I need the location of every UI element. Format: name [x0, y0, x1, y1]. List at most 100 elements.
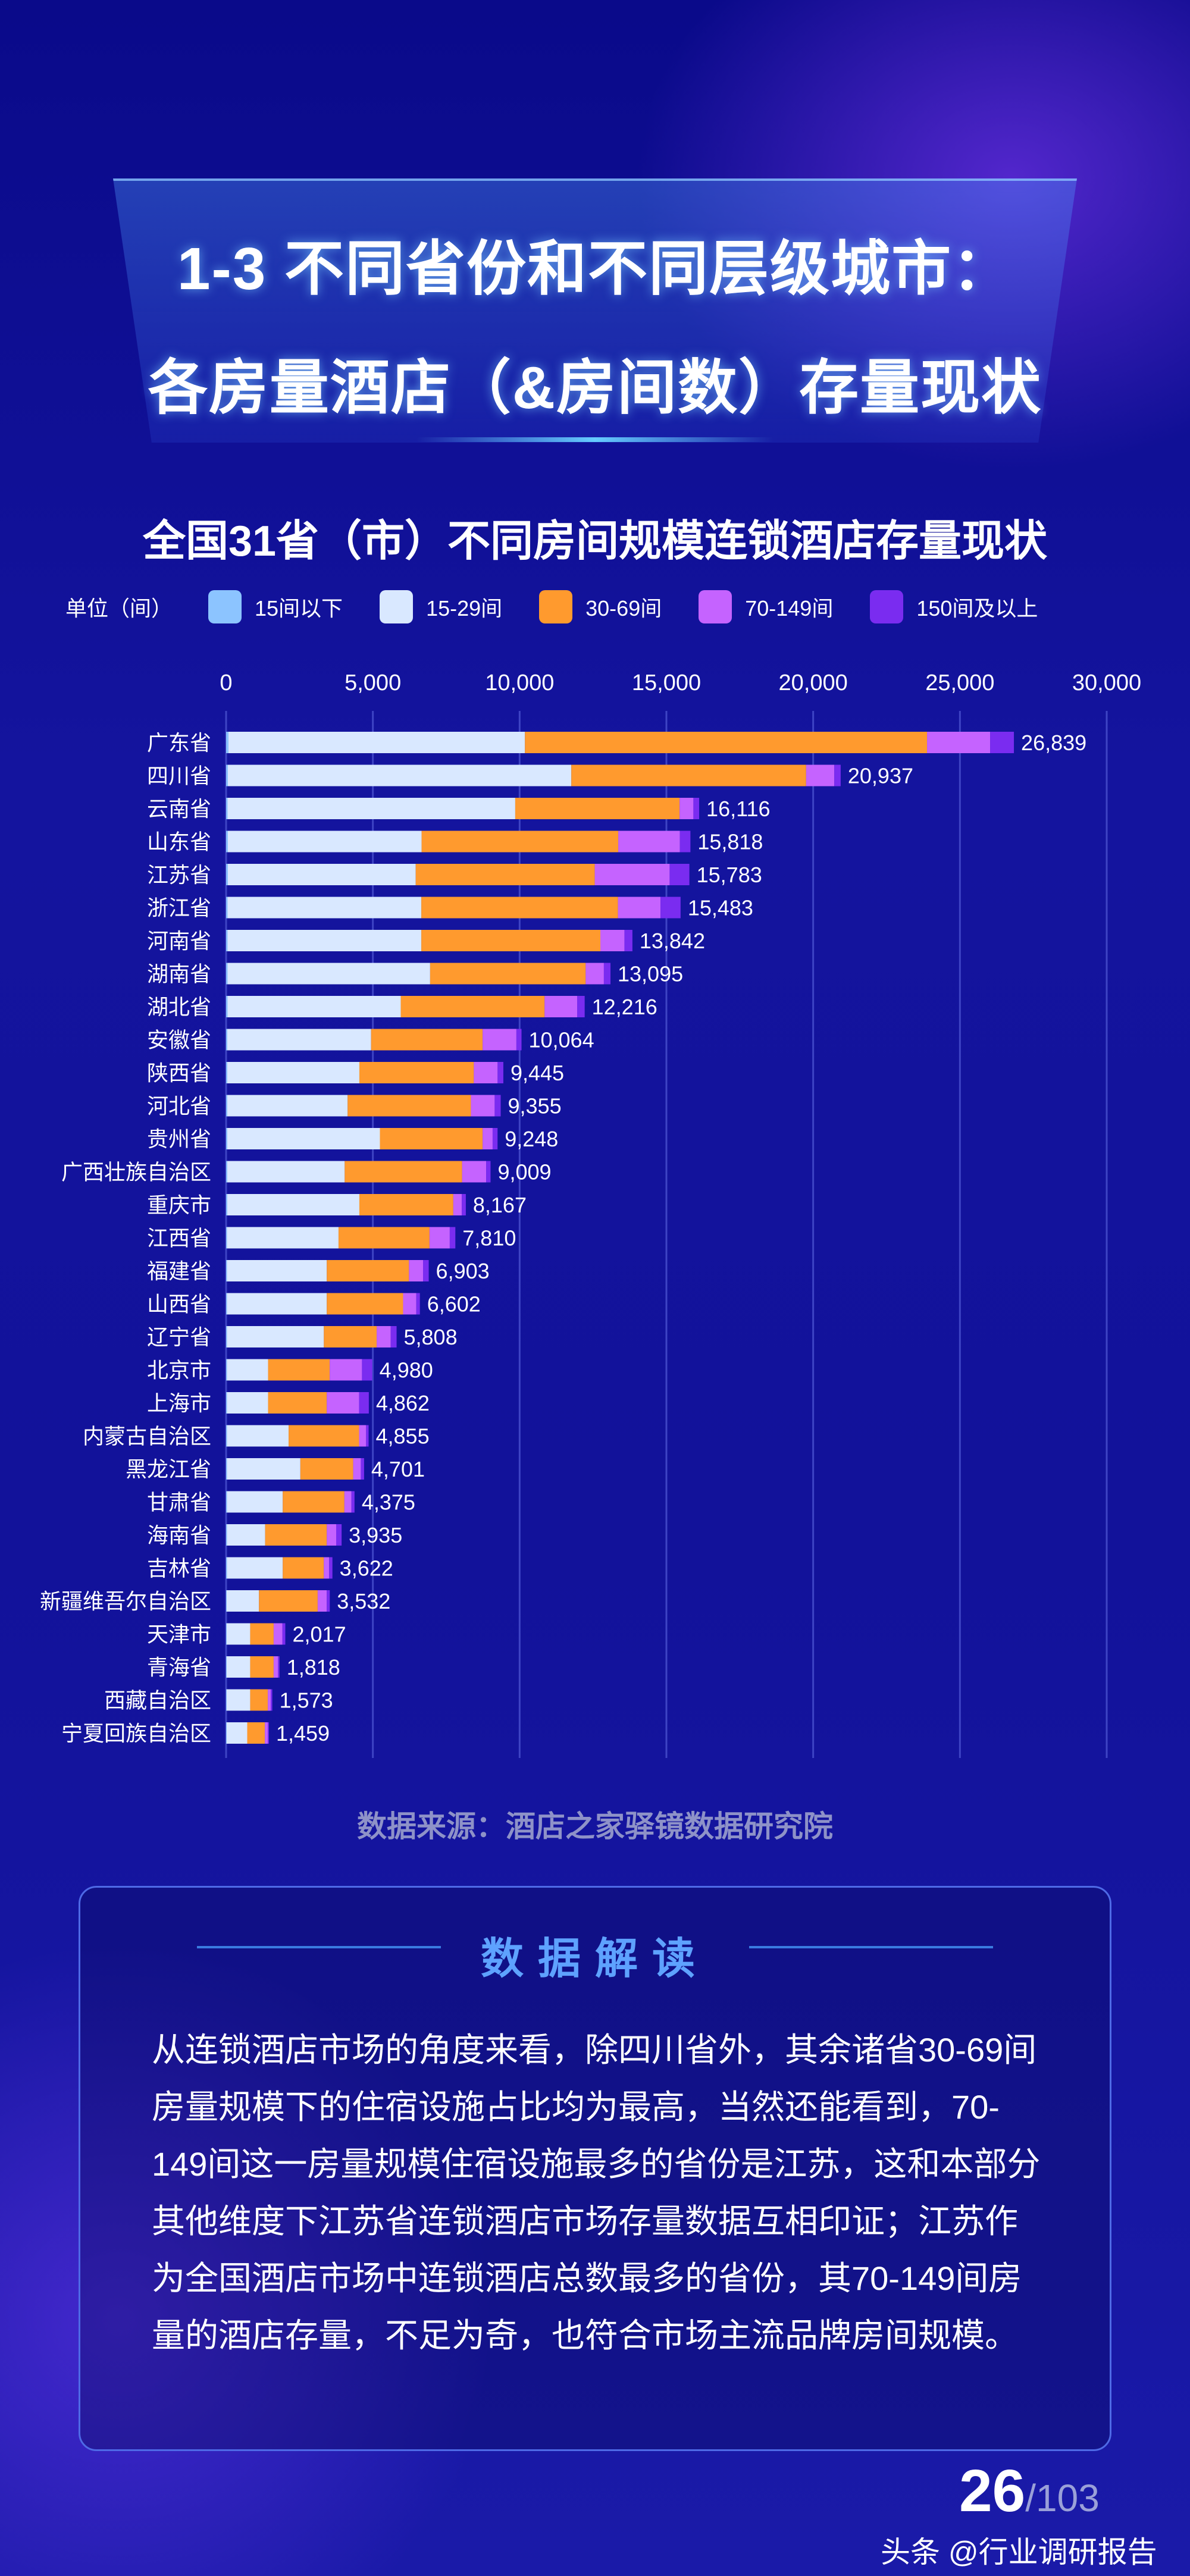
bar-segment	[226, 1161, 227, 1183]
bar-segment	[273, 1623, 283, 1645]
bar-segment	[226, 1062, 227, 1083]
bar-segment	[927, 732, 991, 753]
bar-segment	[544, 996, 578, 1017]
bar-segment	[300, 1458, 353, 1480]
y-category-label: 宁夏回族自治区	[61, 1721, 211, 1745]
legend-swatch	[380, 590, 414, 623]
y-category-label: 新疆维吾尔自治区	[40, 1589, 211, 1613]
bar-total-label: 1,459	[276, 1721, 330, 1745]
bar-segment	[347, 1095, 471, 1117]
legend-unit-label: 单位（间）	[65, 596, 173, 621]
bar-total-label: 4,980	[380, 1358, 433, 1383]
legend-label: 70-149间	[745, 596, 834, 621]
bar-segment	[359, 1194, 453, 1215]
bar-segment	[226, 996, 228, 1017]
bar-total-label: 13,842	[640, 929, 705, 953]
legend-label: 150间及以上	[916, 596, 1038, 621]
bar-segment	[226, 930, 228, 951]
bar-segment	[227, 1557, 283, 1579]
bar-segment	[327, 1524, 336, 1546]
bar-total-label: 8,167	[473, 1193, 527, 1217]
bar-segment	[268, 1722, 269, 1744]
bar-segment	[806, 764, 835, 786]
bar-segment	[227, 1062, 359, 1083]
bar-segment	[515, 798, 680, 819]
bar-total-label: 1,818	[287, 1655, 340, 1679]
bar-segment	[660, 897, 681, 919]
interpretation-text: 从连锁酒店市场的角度来看，除四川省外，其余诸省30-69间房量规模下的住宿设施占…	[152, 2031, 1041, 2354]
bar-total-label: 6,602	[427, 1292, 481, 1317]
bar-segment	[226, 1689, 250, 1711]
bar-segment	[227, 1260, 327, 1281]
bar-segment	[227, 963, 430, 985]
bar-segment	[250, 1623, 274, 1645]
bar-segment	[226, 1722, 248, 1744]
bar-segment	[409, 1260, 424, 1281]
stacked-bar-chart: 0 5,000 10,000 15,000 20,000 25,000 30,000 广东省 2…	[40, 711, 1108, 1758]
y-category-label: 山东省	[147, 830, 211, 854]
y-category-label: 江苏省	[147, 863, 211, 887]
bar-segment	[430, 963, 586, 985]
bar-segment	[227, 831, 422, 853]
page-title-line2: 各房量酒店（&房间数）存量现状	[148, 355, 1042, 421]
y-category-label: 河北省	[147, 1094, 211, 1118]
bar-segment	[227, 1029, 371, 1051]
bar-segment	[324, 1326, 377, 1347]
legend-label: 30-69间	[585, 596, 662, 621]
bar-segment	[429, 1227, 450, 1249]
bar-segment	[679, 831, 691, 853]
legend-swatch	[870, 590, 904, 623]
bar-segment	[227, 764, 572, 786]
bar-segment	[226, 1227, 227, 1249]
bar-segment	[226, 1392, 227, 1414]
bar-segment	[327, 1293, 403, 1315]
page-total: /103	[1025, 2477, 1100, 2519]
bar-segment	[226, 897, 228, 919]
bar-total-label: 9,248	[505, 1127, 558, 1151]
bar-segment	[226, 864, 228, 885]
bar-segment	[486, 1161, 491, 1183]
y-category-label: 内蒙古自治区	[83, 1424, 211, 1449]
watermark: 头条 @行业调研报告	[881, 2536, 1157, 2569]
bar-segment	[226, 1359, 227, 1381]
bar-segment	[226, 963, 228, 985]
bar-total-label: 3,622	[340, 1556, 393, 1581]
bar-segment	[226, 764, 228, 786]
bar-segment	[618, 897, 661, 919]
bar-segment	[377, 1326, 391, 1347]
bar-segment	[453, 1194, 462, 1215]
bar-segment	[273, 1656, 278, 1678]
bar-segment	[423, 1260, 429, 1281]
y-category-label: 安徽省	[147, 1028, 211, 1052]
y-category-label: 海南省	[147, 1523, 211, 1547]
bar-segment	[268, 1359, 330, 1381]
bar-segment	[259, 1590, 318, 1612]
y-category-label: 辽宁省	[147, 1325, 211, 1349]
bar-segment	[336, 1524, 342, 1546]
bar-segment	[226, 1623, 227, 1645]
bar-segment	[226, 1095, 227, 1117]
bar-segment	[227, 1326, 324, 1347]
y-category-label: 湖南省	[147, 962, 211, 986]
bar-segment	[359, 1062, 474, 1083]
bar-segment	[471, 1095, 495, 1117]
bar-segment	[603, 963, 611, 985]
y-category-label: 云南省	[147, 797, 211, 821]
legend-item-70-149: 70-149间	[699, 590, 833, 623]
y-category-label: 江西省	[147, 1226, 211, 1251]
page-number: 26/103	[959, 2457, 1100, 2525]
bar-total-label: 6,903	[436, 1259, 490, 1283]
bar-segment	[227, 1359, 268, 1381]
y-category-label: 河南省	[147, 929, 211, 953]
bar-segment	[329, 1557, 333, 1579]
bar-total-label: 13,095	[618, 962, 683, 986]
bar-segment	[226, 831, 228, 853]
bar-segment	[327, 1392, 359, 1414]
bar-segment	[390, 1326, 397, 1347]
bar-segment	[403, 1293, 416, 1315]
bar-segment	[227, 1128, 380, 1149]
bar-total-label: 12,216	[592, 995, 657, 1019]
bar-segment	[227, 1194, 359, 1215]
y-category-label: 四川省	[147, 764, 211, 788]
bar-segment	[380, 1128, 483, 1149]
